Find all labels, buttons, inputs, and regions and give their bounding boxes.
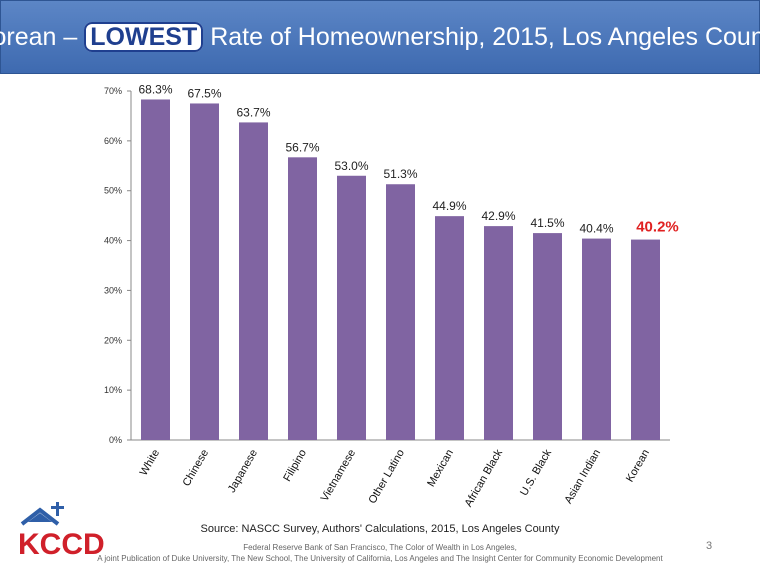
category-label: Japanese: [226, 448, 260, 495]
bar: [435, 216, 464, 440]
bar: [484, 226, 513, 440]
bar: [582, 238, 611, 440]
source-note: Source: NASCC Survey, Authors' Calculati…: [200, 523, 560, 535]
bar: [288, 157, 317, 440]
data-label: 42.9%: [481, 209, 515, 223]
bar: [337, 175, 366, 440]
logo-text: KCCD: [18, 528, 105, 558]
category-label: Filipino: [281, 448, 309, 484]
category-label: Vietnamese: [319, 448, 358, 504]
slide-title: Korean – LOWEST Rate of Homeownership, 2…: [0, 0, 760, 74]
category-label: White: [138, 448, 162, 478]
bar: [386, 184, 415, 440]
y-tick-label: 0%: [109, 435, 122, 445]
data-label: 44.9%: [432, 199, 466, 213]
data-label: 40.4%: [579, 222, 613, 236]
category-label: African Black: [463, 447, 506, 509]
page-number: 3: [706, 540, 713, 552]
y-tick-label: 30%: [104, 285, 122, 295]
data-label: 41.5%: [530, 216, 564, 230]
y-tick-label: 20%: [104, 335, 122, 345]
y-tick-label: 60%: [104, 136, 122, 146]
data-label: 40.2%: [636, 219, 679, 236]
kccd-logo-icon: KCCD: [18, 502, 105, 558]
category-label: Mexican: [425, 448, 456, 489]
y-tick-label: 70%: [104, 86, 122, 96]
bar: [141, 99, 170, 441]
data-label: 56.7%: [285, 140, 319, 154]
title-suffix: Rate of Homeownership, 2015, Los Angeles…: [210, 22, 760, 51]
data-label: 63.7%: [236, 105, 270, 119]
bar: [631, 239, 660, 440]
footer-citation-line2: A joint Publication of Duke University, …: [97, 554, 663, 563]
category-label: U.S. Black: [518, 447, 554, 498]
footer-citation-line1: Federal Reserve Bank of San Francisco, T…: [243, 543, 517, 552]
bar: [190, 103, 219, 440]
title-highlight: LOWEST: [84, 22, 204, 52]
category-label: Other Latino: [366, 448, 407, 506]
bar: [533, 233, 562, 440]
y-tick-label: 10%: [104, 385, 122, 395]
homeownership-bar-chart: 0% 10% 20% 30% 40% 50% 60% 70% 68.3% White 67.5% Ch…: [104, 82, 679, 509]
category-label: Korean: [624, 448, 652, 485]
data-label: 67.5%: [187, 86, 221, 100]
data-label: 51.3%: [383, 167, 417, 181]
data-label: 68.3%: [138, 82, 172, 96]
y-tick-label: 50%: [104, 186, 122, 196]
data-label: 53.0%: [334, 159, 368, 173]
title-prefix: Korean –: [0, 22, 78, 51]
bar: [239, 122, 268, 440]
category-label: Asian Indian: [562, 448, 603, 506]
category-label: Chinese: [181, 448, 212, 489]
y-tick-label: 40%: [104, 236, 122, 246]
